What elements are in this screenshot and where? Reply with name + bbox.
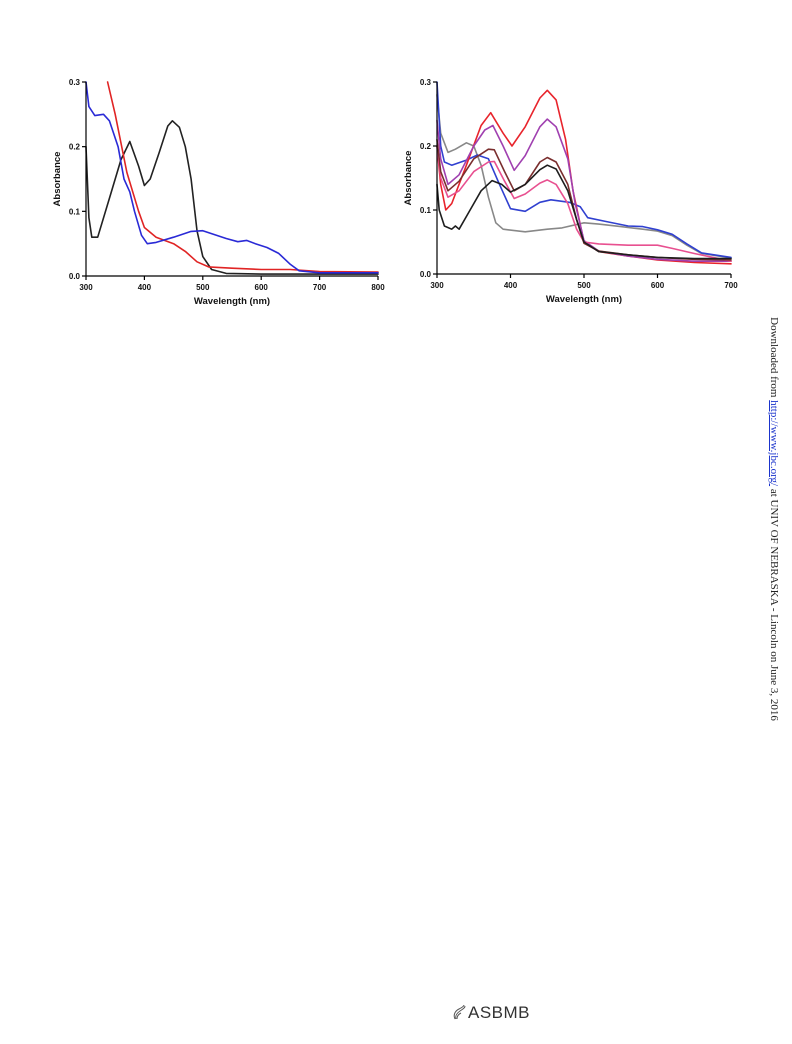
right-chart-x-tick-label: 700 bbox=[724, 281, 738, 290]
left-chart-y-axis-title: Absorbance bbox=[52, 152, 63, 207]
left-chart-series-3 bbox=[85, 81, 379, 274]
right-chart-y-tick-label: 0.0 bbox=[420, 270, 432, 279]
left-chart-x-axis-title: Wavelength (nm) bbox=[194, 296, 270, 307]
left-chart-series-2 bbox=[106, 81, 379, 273]
right-chart-series-2 bbox=[436, 81, 732, 259]
download-notice-suffix: at UNIV OF NEBRASKA - Lincoln on June 3,… bbox=[768, 486, 780, 721]
left-chart-x-tick-label: 800 bbox=[371, 283, 385, 292]
left-chart-y-tick-label: 0.3 bbox=[69, 78, 81, 87]
jbc-link[interactable]: http://www.jbc.org/ bbox=[768, 400, 780, 487]
right-chart-y-tick-label: 0.1 bbox=[420, 206, 432, 215]
left-chart-x-tick-label: 300 bbox=[79, 283, 93, 292]
right-chart-x-axis-title: Wavelength (nm) bbox=[546, 294, 622, 305]
left-chart-x-tick-label: 700 bbox=[313, 283, 327, 292]
absorbance-chart-left: 300 400 500 600 700 800 0.0 0.1 0.2 0.3 Wavelength… bbox=[52, 78, 385, 307]
right-chart-series-5 bbox=[436, 145, 732, 262]
absorbance-chart-right: 300 400 500 600 700 0.0 0.1 0.2 0.3 Wavelength (n… bbox=[403, 78, 738, 305]
right-chart-x-tick-label: 500 bbox=[577, 281, 591, 290]
left-chart-y-tick-label: 0.2 bbox=[69, 143, 81, 152]
right-chart-y-tick-label: 0.3 bbox=[420, 78, 432, 87]
right-chart-x-tick-label: 400 bbox=[504, 281, 518, 290]
asbmb-logo-text: ASBMB bbox=[468, 1003, 531, 1022]
left-chart-x-tick-label: 400 bbox=[138, 283, 152, 292]
asbmb-logo: ASBMB bbox=[452, 1003, 530, 1023]
right-chart-y-tick-label: 0.2 bbox=[420, 142, 432, 151]
left-chart-y-tick-label: 0.0 bbox=[69, 272, 81, 281]
right-chart-series-7 bbox=[436, 164, 732, 260]
right-chart-series-1 bbox=[436, 94, 732, 259]
right-chart-x-tick-label: 300 bbox=[430, 281, 444, 290]
left-chart-x-tick-label: 500 bbox=[196, 283, 210, 292]
asbmb-logo-mark-icon bbox=[453, 1004, 466, 1020]
download-notice: Downloaded from http://www.jbc.org/ at U… bbox=[768, 317, 780, 721]
right-chart-x-tick-label: 600 bbox=[651, 281, 665, 290]
right-chart-y-axis-title: Absorbance bbox=[403, 151, 414, 206]
download-notice-prefix: Downloaded from bbox=[768, 317, 780, 401]
left-chart-series-1 bbox=[85, 120, 379, 275]
left-chart-y-tick-label: 0.1 bbox=[69, 207, 81, 216]
left-chart-x-tick-label: 600 bbox=[255, 283, 269, 292]
